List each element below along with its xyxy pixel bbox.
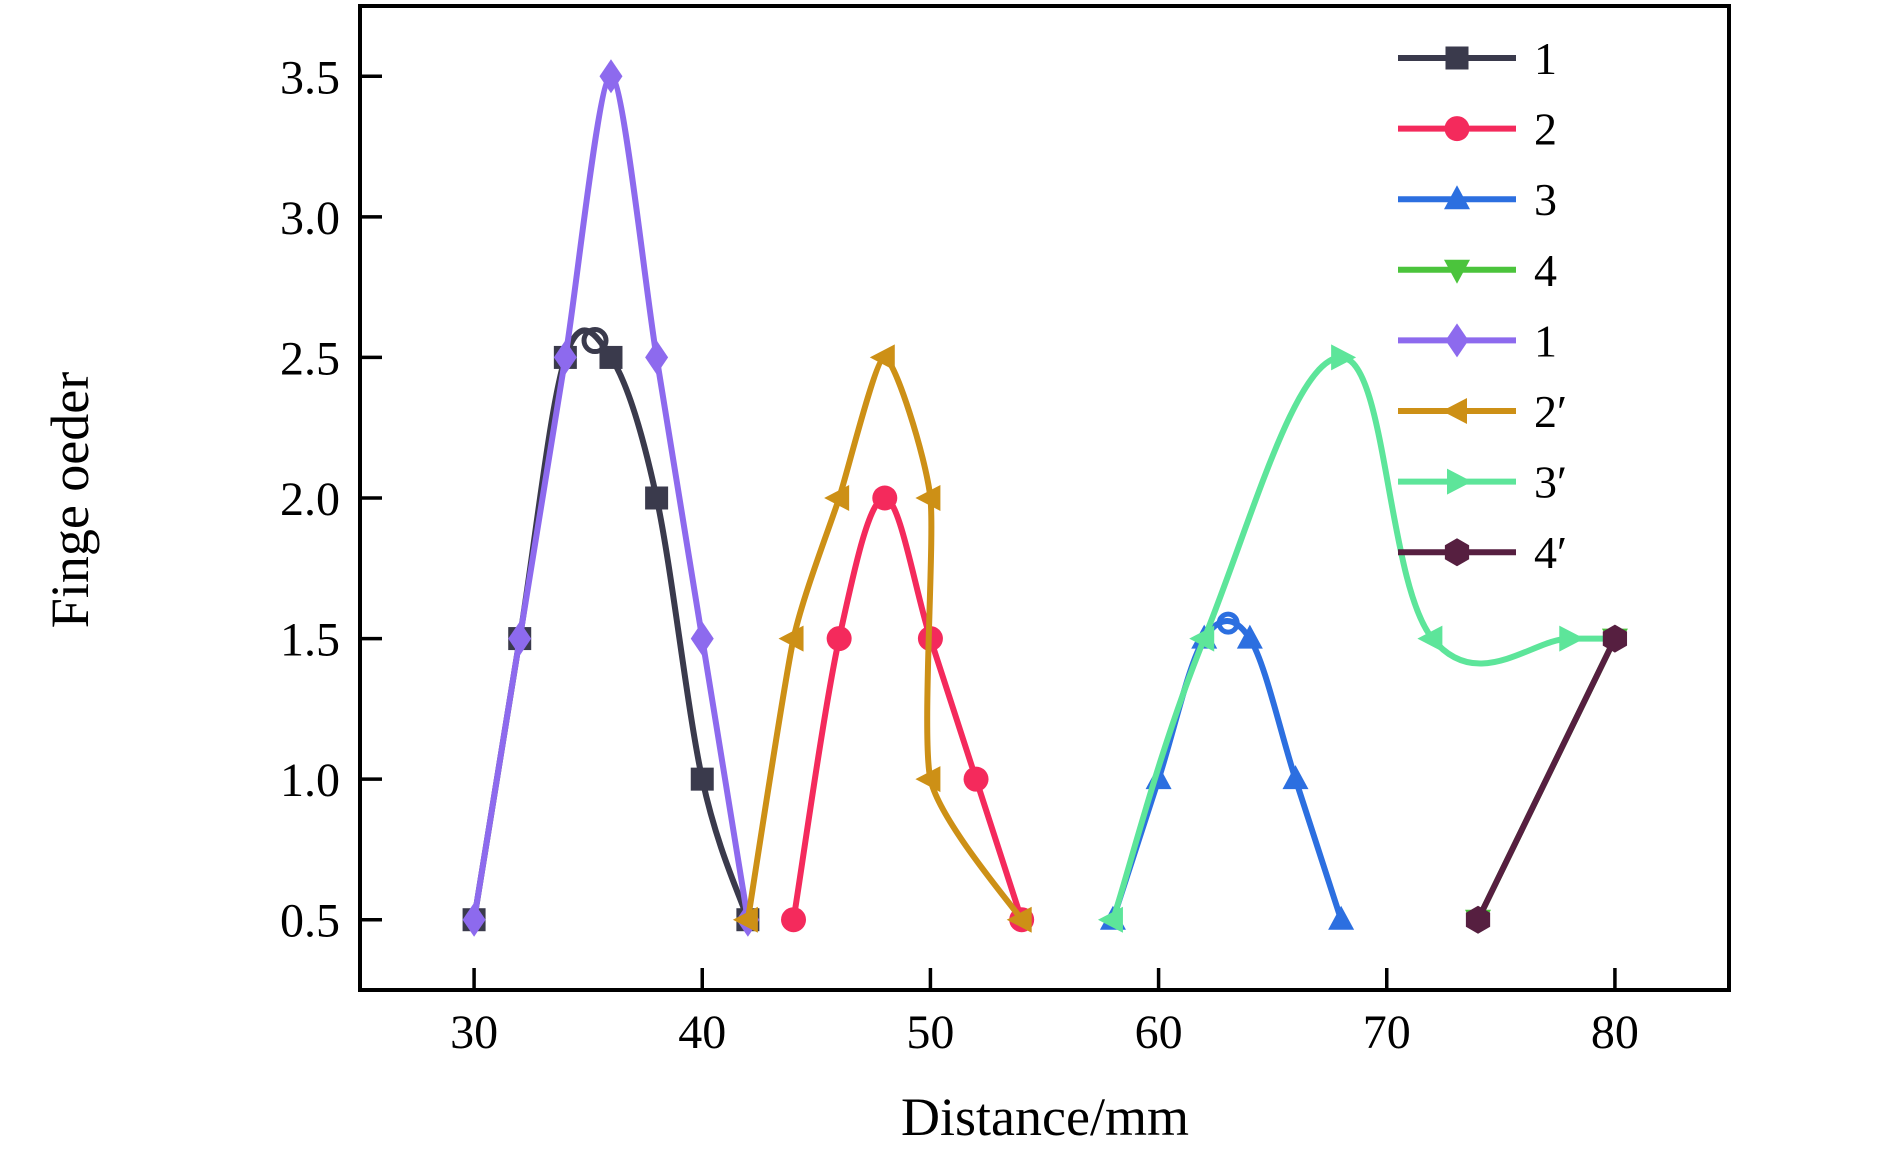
triangle-left-marker xyxy=(1442,398,1467,424)
series-6-triangle-left xyxy=(732,344,1032,933)
legend-label: 3 xyxy=(1534,174,1557,225)
triangle-left-marker xyxy=(778,625,804,652)
series-line xyxy=(1109,354,1618,923)
diamond-marker xyxy=(599,59,623,94)
triangle-left-marker xyxy=(824,485,850,511)
triangle-up-marker xyxy=(1444,185,1470,210)
series-1-square xyxy=(462,327,760,932)
legend-item-3: 3 xyxy=(1398,174,1557,225)
diamond-marker xyxy=(1445,323,1469,358)
legend-label: 2 xyxy=(1534,104,1557,155)
hexagon-marker xyxy=(1465,905,1491,934)
hexagon-marker xyxy=(1602,624,1628,653)
square-marker xyxy=(645,486,669,510)
x-tick-label: 60 xyxy=(1135,1006,1183,1059)
spline-loop xyxy=(1216,611,1240,635)
x-tick-label: 30 xyxy=(450,1006,498,1059)
square-marker xyxy=(1445,46,1469,70)
triangle-up-marker xyxy=(1282,765,1309,790)
y-tick-label: 2.5 xyxy=(280,332,340,385)
diamond-marker xyxy=(508,621,532,656)
triangle-right-marker xyxy=(1447,468,1472,495)
legend-label: 1 xyxy=(1534,33,1557,84)
series-line xyxy=(471,327,751,923)
legend-item-1: 1 xyxy=(1398,315,1557,366)
circle-marker xyxy=(826,626,852,652)
diamond-marker xyxy=(553,340,577,375)
triangle-left-marker xyxy=(1189,625,1215,652)
diamond-marker xyxy=(690,621,714,656)
x-tick-label: 40 xyxy=(678,1006,726,1059)
series-3-triangle-up xyxy=(1099,611,1355,930)
triangle-left-marker xyxy=(915,485,941,511)
x-axis-title: Distance/mm xyxy=(901,1087,1189,1147)
y-tick-label: 0.5 xyxy=(280,895,340,948)
triangle-left-marker xyxy=(1097,906,1123,933)
triangle-right-marker xyxy=(1559,625,1585,652)
square-marker xyxy=(690,767,714,791)
legend-item-2-prime: 2′ xyxy=(1398,386,1567,437)
legend-label: 2′ xyxy=(1534,386,1567,437)
series-5-diamond xyxy=(462,59,760,937)
diamond-marker xyxy=(462,902,486,937)
triangle-left-marker xyxy=(1417,625,1443,652)
circle-marker xyxy=(872,485,898,511)
x-tick-label: 80 xyxy=(1591,1006,1639,1059)
legend-item-1: 1 xyxy=(1398,33,1557,84)
y-tick-label: 1.0 xyxy=(280,754,340,807)
legend: 1 2 3 4 1 2′ 3′ 4′ xyxy=(1398,33,1567,578)
triangle-left-marker xyxy=(1006,906,1032,933)
triangle-left-marker xyxy=(732,906,758,933)
series-8-hexagon xyxy=(1465,624,1628,934)
x-tick-label: 50 xyxy=(906,1006,954,1059)
legend-label: 4 xyxy=(1534,245,1557,296)
y-axis-title: Finge oeder xyxy=(40,372,100,628)
triangle-down-marker xyxy=(1444,259,1470,284)
triangle-left-marker xyxy=(915,766,941,793)
legend-item-4-prime: 4′ xyxy=(1398,527,1567,578)
y-tick-label: 1.5 xyxy=(280,614,340,667)
legend-label: 3′ xyxy=(1534,457,1567,508)
spline-loop xyxy=(581,327,609,355)
diamond-marker xyxy=(645,340,669,375)
legend-item-3-prime: 3′ xyxy=(1398,457,1567,508)
circle-marker xyxy=(781,907,807,933)
y-tick-label: 3.5 xyxy=(280,51,340,104)
circle-marker xyxy=(963,766,989,792)
legend-item-4: 4 xyxy=(1398,245,1557,296)
hexagon-marker xyxy=(1444,538,1470,567)
y-tick-label: 3.0 xyxy=(280,192,340,245)
x-tick-label: 70 xyxy=(1363,1006,1411,1059)
square-marker xyxy=(599,345,623,369)
triangle-left-marker xyxy=(869,344,895,371)
series-7-triangle-right xyxy=(1097,344,1618,933)
legend-item-2: 2 xyxy=(1398,104,1557,155)
series-line xyxy=(790,494,1025,923)
triangle-up-marker xyxy=(1328,905,1355,930)
y-tick-label: 2.0 xyxy=(280,473,340,526)
series-line xyxy=(1475,635,1618,923)
triangle-right-marker xyxy=(1331,344,1357,371)
series-line xyxy=(1109,618,1345,923)
circle-marker xyxy=(1444,116,1470,142)
triangle-up-marker xyxy=(1236,624,1263,649)
plot-frame xyxy=(358,4,1731,992)
legend-label: 1 xyxy=(1534,315,1557,366)
legend-label: 4′ xyxy=(1534,527,1567,578)
